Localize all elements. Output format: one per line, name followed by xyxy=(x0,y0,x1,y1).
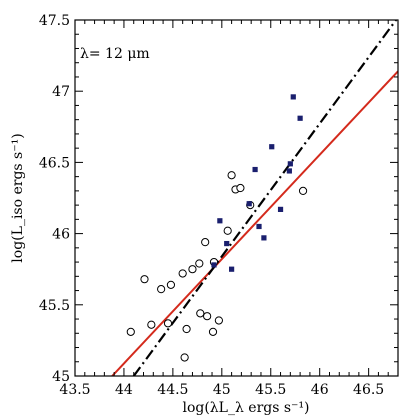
data-point-circle xyxy=(180,353,189,362)
data-points xyxy=(126,94,308,362)
y-tick-label: 47.5 xyxy=(39,13,70,29)
data-point-square xyxy=(287,161,293,167)
data-point-square xyxy=(211,262,217,268)
x-axis-label: log(λL_λ ergs s⁻¹) xyxy=(182,400,309,416)
x-tick-label: 46.5 xyxy=(353,382,384,398)
data-point-circle xyxy=(126,327,135,336)
data-point-square xyxy=(246,201,252,207)
data-point-circle xyxy=(203,312,212,321)
data-point-circle xyxy=(182,324,191,334)
data-point-square xyxy=(224,240,230,247)
data-point-square xyxy=(217,218,223,224)
y-tick-label: 47 xyxy=(52,84,70,100)
data-point-square xyxy=(297,115,303,121)
data-point-circle xyxy=(298,186,308,195)
data-point-square xyxy=(229,266,235,272)
data-point-circle xyxy=(195,259,204,268)
x-tick-label: 44.5 xyxy=(157,382,188,398)
data-point-square xyxy=(252,166,258,173)
data-point-square xyxy=(269,144,275,150)
y-tick-label: 46.5 xyxy=(39,155,70,171)
y-tick-label: 45 xyxy=(52,369,70,385)
data-point-circle xyxy=(227,171,236,180)
fit-lines xyxy=(111,20,398,376)
y-tick-label: 45.5 xyxy=(39,298,70,314)
annotation-label: λ= 12 μm xyxy=(80,46,150,62)
y-axis-label: log(L_iso ergs s⁻¹) xyxy=(10,133,26,262)
x-tick-label: 45.5 xyxy=(255,382,286,398)
data-point-square xyxy=(256,223,262,230)
data-point-circle xyxy=(163,319,173,328)
data-point-circle xyxy=(196,309,205,318)
data-point-circle xyxy=(147,320,156,329)
x-tick-label: 45 xyxy=(213,382,231,398)
data-point-square xyxy=(290,94,296,100)
data-point-circle xyxy=(223,226,232,235)
data-point-circle xyxy=(201,238,210,247)
data-point-circle xyxy=(157,285,166,294)
data-point-circle xyxy=(178,269,187,278)
plot-frame xyxy=(74,19,399,377)
data-point-circle xyxy=(214,316,223,325)
data-point-circle xyxy=(140,275,149,284)
fit-line-dashdot xyxy=(132,20,397,376)
axis-ticks: 43.5 44 44.5 45 45.5 46 46.5 45 45.5 46 46.5 47 47.5 xyxy=(39,13,399,398)
fit-line-solid xyxy=(111,70,398,376)
y-tick-label: 46 xyxy=(52,227,70,243)
x-tick-label: 44 xyxy=(115,382,133,398)
x-tick-label: 46 xyxy=(311,382,329,398)
x-tick-label: 43.5 xyxy=(59,382,90,398)
data-point-circle xyxy=(188,265,197,274)
data-point-circle xyxy=(208,327,218,336)
data-point-square xyxy=(261,235,267,241)
data-point-circle xyxy=(236,183,245,193)
data-point-circle xyxy=(166,280,176,289)
data-point-square xyxy=(277,206,284,212)
data-point-square xyxy=(286,168,292,174)
